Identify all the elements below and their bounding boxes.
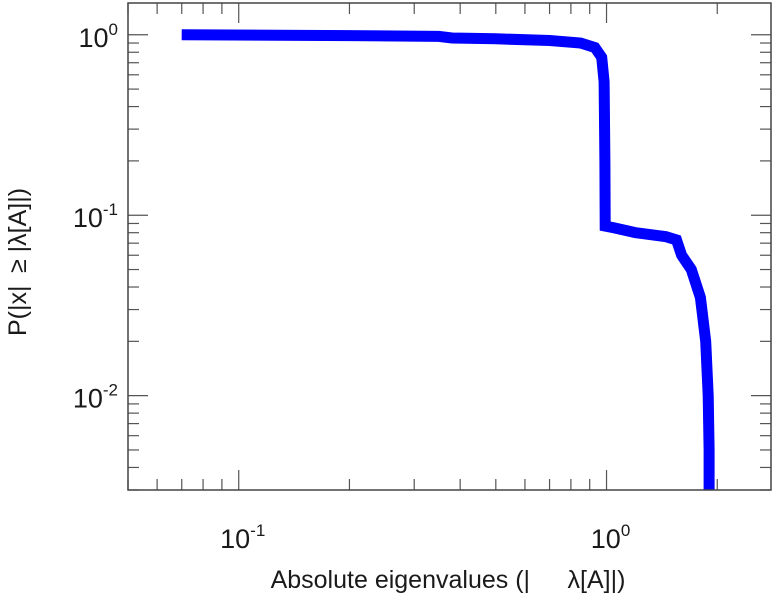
x-tick-label: 100 — [591, 521, 631, 554]
series-layer — [181, 29, 715, 490]
axis-ticks — [127, 3, 771, 491]
y-tick-label: 10-1 — [73, 200, 118, 233]
x-axis-label: Absolute eigenvalues (| λ[A]|) — [271, 566, 626, 594]
plot-frame — [127, 2, 772, 491]
x-tick-label: 10-1 — [220, 521, 265, 554]
y-tick-label: 100 — [78, 20, 118, 53]
y-axis-label: P(|x| ≥ |λ[A]|) — [4, 188, 32, 336]
tick-labels: 10-1 100 100 10-1 10-2 — [73, 20, 630, 554]
y-tick-label: 10-2 — [73, 381, 118, 414]
series-line — [181, 29, 715, 490]
